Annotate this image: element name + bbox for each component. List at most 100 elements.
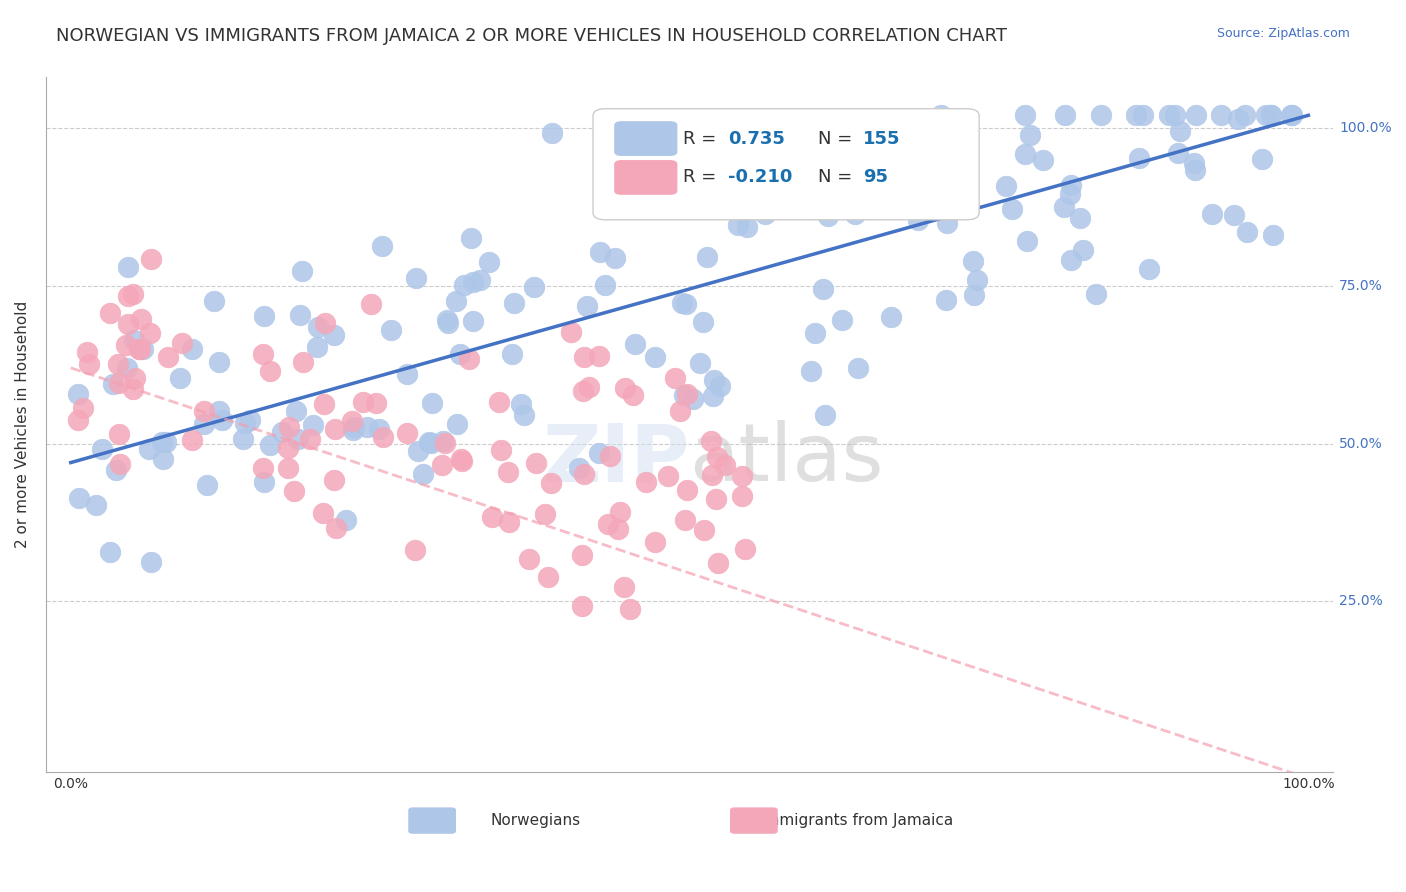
- Point: [72, 401, 94, 415]
- Point: [731, 205, 754, 219]
- Point: [714, 458, 737, 472]
- Point: [463, 275, 485, 289]
- Point: [576, 299, 599, 313]
- Point: [233, 416, 256, 430]
- Point: [470, 273, 492, 287]
- Point: [138, 442, 160, 457]
- Text: 100.0%: 100.0%: [1340, 121, 1392, 135]
- Point: [150, 435, 173, 450]
- Point: [108, 376, 131, 390]
- Point: [105, 463, 128, 477]
- Point: [450, 452, 472, 467]
- Point: [432, 434, 454, 449]
- Point: [117, 260, 139, 274]
- Point: [193, 417, 215, 432]
- Point: [364, 395, 387, 409]
- Point: [676, 483, 699, 498]
- Point: [307, 319, 329, 334]
- Point: [253, 309, 276, 323]
- Point: [727, 218, 749, 232]
- Y-axis label: 2 or more Vehicles in Household: 2 or more Vehicles in Household: [15, 301, 30, 549]
- Point: [814, 408, 837, 422]
- Point: [962, 254, 984, 268]
- FancyBboxPatch shape: [731, 808, 778, 833]
- Point: [1125, 108, 1147, 122]
- Point: [325, 521, 347, 535]
- Point: [644, 350, 666, 364]
- Point: [412, 467, 434, 482]
- Point: [669, 404, 692, 418]
- Point: [259, 364, 281, 378]
- Point: [671, 296, 693, 310]
- Point: [107, 357, 129, 371]
- Point: [404, 543, 426, 558]
- Point: [800, 364, 823, 378]
- Point: [253, 475, 276, 489]
- Point: [707, 557, 730, 571]
- Point: [103, 376, 125, 391]
- Point: [298, 432, 321, 446]
- Point: [598, 516, 620, 531]
- Point: [117, 317, 139, 331]
- Point: [644, 534, 666, 549]
- Point: [675, 297, 697, 311]
- Point: [283, 484, 305, 499]
- Point: [844, 206, 866, 220]
- Point: [513, 408, 536, 422]
- Point: [368, 422, 391, 436]
- Point: [523, 280, 546, 294]
- Point: [67, 412, 90, 426]
- Point: [371, 239, 394, 253]
- Text: 155: 155: [863, 129, 901, 147]
- Text: atlas: atlas: [689, 420, 884, 499]
- Point: [1060, 178, 1083, 192]
- Point: [572, 384, 595, 399]
- Text: 0.735: 0.735: [728, 129, 785, 147]
- Text: Immigrants from Jamaica: Immigrants from Jamaica: [761, 814, 953, 828]
- Point: [323, 422, 346, 436]
- Point: [501, 347, 523, 361]
- Point: [252, 460, 274, 475]
- Point: [195, 477, 218, 491]
- Point: [1254, 108, 1277, 122]
- Point: [124, 334, 146, 348]
- Point: [460, 231, 482, 245]
- Point: [817, 209, 839, 223]
- Point: [540, 476, 562, 491]
- Point: [312, 397, 335, 411]
- Point: [252, 347, 274, 361]
- Point: [578, 379, 600, 393]
- Point: [121, 286, 143, 301]
- Point: [1157, 108, 1180, 122]
- Point: [907, 213, 929, 227]
- Point: [1014, 108, 1036, 122]
- Text: 50.0%: 50.0%: [1340, 437, 1384, 450]
- Point: [76, 344, 98, 359]
- Point: [624, 336, 647, 351]
- Point: [305, 340, 328, 354]
- Point: [67, 491, 90, 505]
- Point: [1164, 108, 1187, 122]
- Point: [1167, 146, 1189, 161]
- Point: [488, 395, 510, 409]
- Point: [572, 467, 595, 482]
- Point: [277, 461, 299, 475]
- Point: [1236, 225, 1258, 239]
- Point: [588, 446, 610, 460]
- Point: [1251, 152, 1274, 166]
- Point: [1015, 235, 1038, 249]
- Point: [141, 252, 163, 266]
- Point: [571, 599, 593, 613]
- Point: [107, 427, 129, 442]
- Text: N =: N =: [818, 168, 858, 186]
- Text: -0.210: -0.210: [728, 168, 793, 186]
- Point: [157, 350, 180, 364]
- FancyBboxPatch shape: [593, 109, 979, 219]
- Point: [1222, 208, 1244, 222]
- Point: [703, 373, 725, 387]
- Point: [811, 282, 834, 296]
- Point: [503, 296, 526, 310]
- Point: [98, 544, 121, 558]
- Point: [700, 467, 723, 482]
- Point: [1001, 202, 1024, 217]
